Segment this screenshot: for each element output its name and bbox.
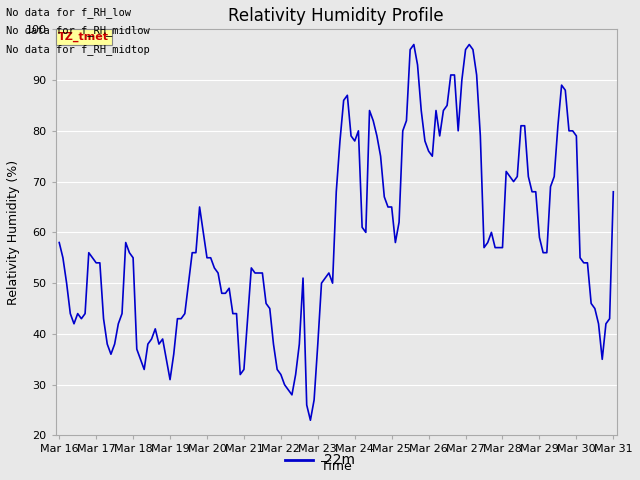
Text: No data for f_RH_low: No data for f_RH_low (6, 7, 131, 18)
Title: Relativity Humidity Profile: Relativity Humidity Profile (228, 7, 444, 25)
Text: No data for f_RH_midtop: No data for f_RH_midtop (6, 44, 150, 55)
Y-axis label: Relativity Humidity (%): Relativity Humidity (%) (7, 160, 20, 305)
X-axis label: Time: Time (321, 460, 351, 473)
Legend: 22m: 22m (280, 448, 360, 473)
Text: No data for f_RH_midlow: No data for f_RH_midlow (6, 25, 150, 36)
Text: TZ_tmet: TZ_tmet (58, 32, 109, 42)
